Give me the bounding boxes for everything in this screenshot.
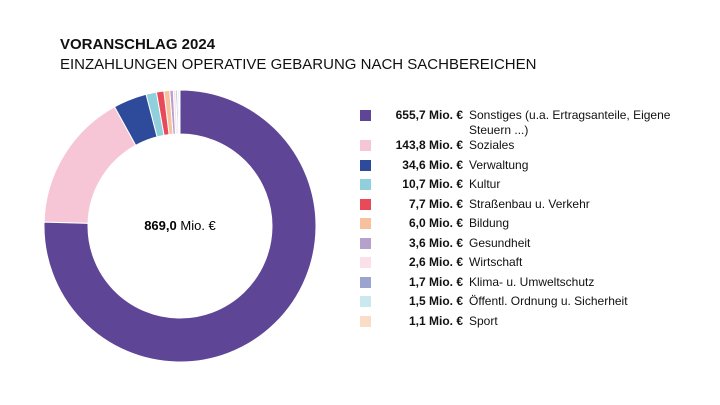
legend-label: Soziales: [469, 138, 515, 152]
legend-label: Gesundheit: [469, 235, 531, 250]
center-label: 869,0 Mio. €: [144, 218, 216, 233]
donut-slice: [113, 93, 158, 147]
legend-label: Sonstiges (u.a. Ertragsanteile, Eigene S…: [469, 108, 671, 137]
legend-label: Klima- u. Umweltschutz: [469, 274, 595, 289]
legend-label: Sport: [469, 313, 498, 328]
donut-slice: [145, 91, 165, 138]
legend-item: 1,7 Mio. € Klima- u. Umweltschutz: [360, 275, 700, 295]
legend-label: Öffentl. Ordnung u. Sicherheit: [469, 294, 628, 308]
legend-label: Verwaltung: [469, 157, 529, 172]
value-label: 3,6 Mio. €: [408, 235, 463, 250]
legend-swatch: [360, 110, 371, 121]
legend-swatch: [360, 140, 371, 151]
legend-swatch: [360, 159, 371, 171]
value-label: 1,1 Mio. €: [408, 313, 463, 328]
legend-item: 1,5 Mio. € Öffentl. Ordnung u. Sicherheit: [360, 294, 700, 314]
legend-item: 1,1 Mio. € Sport: [360, 314, 700, 334]
chart-title: VORANSCHLAG 2024: [60, 36, 216, 53]
legend-label: Bildung: [469, 216, 510, 230]
center-value: 869,0: [144, 218, 177, 233]
value-label: 7,7 Mio. €: [408, 196, 463, 211]
legend-swatch: [360, 218, 371, 229]
legend-swatch: [360, 257, 371, 268]
legend-item: 655,7 Mio. € Sonstiges (u.a. Ertragsantei…: [360, 108, 700, 138]
legend-swatch: [360, 315, 371, 327]
legend-item: 10,7 Mio. € Kultur: [360, 177, 700, 197]
donut-slice: [43, 106, 137, 224]
legend-swatch: [360, 296, 371, 307]
legend-item: 3,6 Mio. € Gesundheit: [360, 236, 700, 256]
value-label: 143,8 Mio. €: [395, 138, 463, 152]
legend-item: 143,8 Mio. € Soziales: [360, 138, 700, 158]
legend-item: 7,7 Mio. € Straßenbau u. Verkehr: [360, 197, 700, 217]
legend: 655,7 Mio. € Sonstiges (u.a. Ertragsantei…: [360, 108, 700, 333]
value-label: 6,0 Mio. €: [408, 216, 463, 230]
value-label: 1,5 Mio. €: [408, 294, 463, 308]
legend-label: Straßenbau u. Verkehr: [469, 196, 590, 211]
legend-item: 34,6 Mio. € Verwaltung: [360, 158, 700, 178]
legend-label: Kultur: [469, 177, 501, 191]
legend-swatch: [360, 179, 371, 190]
legend-swatch: [360, 198, 371, 210]
value-label: 10,7 Mio. €: [402, 177, 463, 191]
legend-label: Wirtschaft: [469, 255, 523, 269]
center-unit: Mio. €: [180, 218, 216, 233]
legend-item: 6,0 Mio. € Bildung: [360, 216, 700, 236]
value-label: 1,7 Mio. €: [408, 274, 463, 289]
value-label: 34,6 Mio. €: [402, 157, 463, 172]
chart-subtitle: EINZAHLUNGEN OPERATIVE GEBARUNG NACH SAC…: [60, 56, 537, 73]
donut-slice: [43, 89, 317, 363]
legend-item: 2,6 Mio. € Wirtschaft: [360, 255, 700, 275]
legend-swatch: [360, 276, 371, 288]
value-label: 2,6 Mio. €: [408, 255, 463, 269]
legend-swatch: [360, 237, 371, 249]
value-label: 655,7 Mio. €: [395, 108, 463, 122]
